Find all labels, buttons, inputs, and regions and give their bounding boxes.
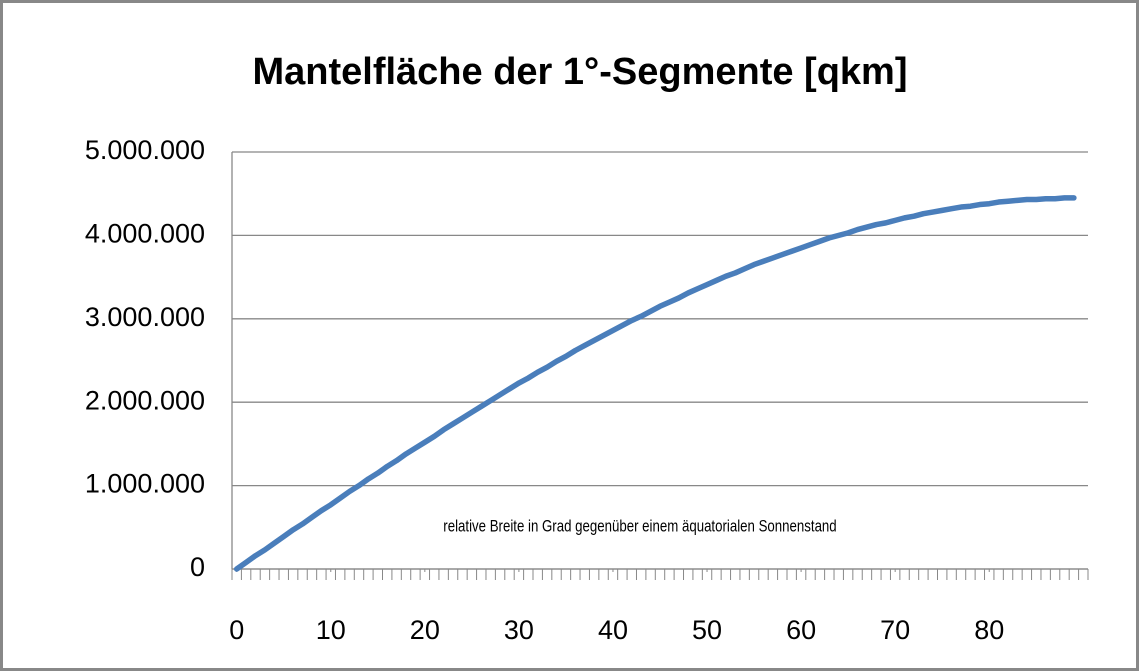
x-tick-label: 20 xyxy=(410,615,440,645)
y-tick-label: 1.000.000 xyxy=(85,469,205,499)
y-tick-label: 4.000.000 xyxy=(85,219,205,249)
x-tick-label: 10 xyxy=(316,615,346,645)
x-tick-label: 30 xyxy=(504,615,534,645)
x-tick-label: 40 xyxy=(598,615,628,645)
x-tick-label: 60 xyxy=(786,615,816,645)
y-tick-label: 5.000.000 xyxy=(85,135,205,165)
x-tick-label: 80 xyxy=(974,615,1004,645)
y-tick-label: 0 xyxy=(190,552,205,582)
y-tick-label: 3.000.000 xyxy=(85,302,205,332)
x-tick-label: 50 xyxy=(692,615,722,645)
annotation: relative Breite in Grad gegenüber einem … xyxy=(443,517,836,536)
x-tick-label: 70 xyxy=(880,615,910,645)
x-tick-label: 0 xyxy=(229,615,244,645)
chart-title: Mantelfläche der 1°-Segmente [qkm] xyxy=(252,51,907,93)
y-tick-label: 2.000.000 xyxy=(85,385,205,415)
data-line xyxy=(233,195,1077,572)
